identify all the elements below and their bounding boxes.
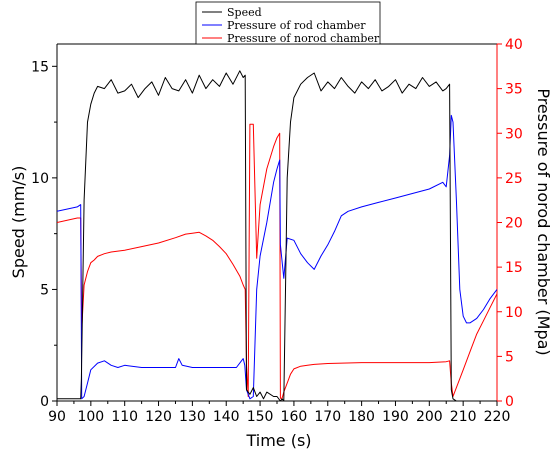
legend-label: Pressure of norod chamber (227, 32, 380, 45)
y-left-tick-label: 15 (31, 59, 49, 75)
y-right-tick-label: 40 (505, 37, 523, 53)
x-tick-label: 150 (247, 409, 274, 425)
y-left-tick-label: 10 (31, 171, 49, 187)
y-axis-left: 0 5 10 15 (31, 59, 57, 410)
y-left-tick-label: 0 (40, 394, 49, 410)
y-right-tick-label: 10 (505, 305, 523, 321)
x-tick-label: 190 (382, 409, 409, 425)
legend-label: Pressure of rod chamber (227, 19, 366, 32)
x-tick-label: 200 (416, 409, 443, 425)
x-tick-label: 160 (281, 409, 308, 425)
x-tick-label: 130 (179, 409, 206, 425)
series-line-pressure-of-norod-chamber (57, 123, 497, 399)
legend-box (195, 1, 381, 45)
y-axis-right-title: Pressure of norod chamber (Mpa) (534, 88, 550, 355)
y-right-tick-label: 35 (505, 82, 523, 98)
plot-frame (56, 43, 498, 402)
y-right-tick-label: 30 (505, 126, 523, 142)
x-tick-label: 110 (111, 409, 138, 425)
series-layer (57, 70, 497, 401)
y-right-tick-label: 25 (505, 171, 523, 187)
x-tick-label: 210 (450, 409, 477, 425)
x-tick-label: 120 (145, 409, 172, 425)
x-tick-label: 140 (213, 409, 240, 425)
y-left-tick-label: 5 (40, 282, 49, 298)
legend-label: Speed (227, 6, 262, 19)
x-tick-label: 100 (77, 409, 104, 425)
x-axis: 90 100 110 120 130 140 150 160 170 180 190 200 210 22… (48, 401, 510, 425)
x-tick-label: 180 (348, 409, 375, 425)
y-right-tick-label: 5 (505, 349, 514, 365)
x-tick-label: 220 (484, 409, 511, 425)
series-line-speed (57, 70, 497, 401)
x-axis-title: Time (s) (245, 431, 311, 450)
y-right-tick-label: 15 (505, 260, 523, 276)
x-tick-label: 90 (48, 409, 66, 425)
y-axis-left-title: Speed (mm/s) (9, 166, 28, 279)
y-right-tick-label: 20 (505, 216, 523, 232)
x-tick-label: 170 (314, 409, 341, 425)
y-right-tick-label: 0 (505, 394, 514, 410)
series-line-pressure-of-rod-chamber (57, 114, 497, 400)
y-axis-right: 0 5 10 15 20 25 30 35 40 (497, 37, 523, 410)
